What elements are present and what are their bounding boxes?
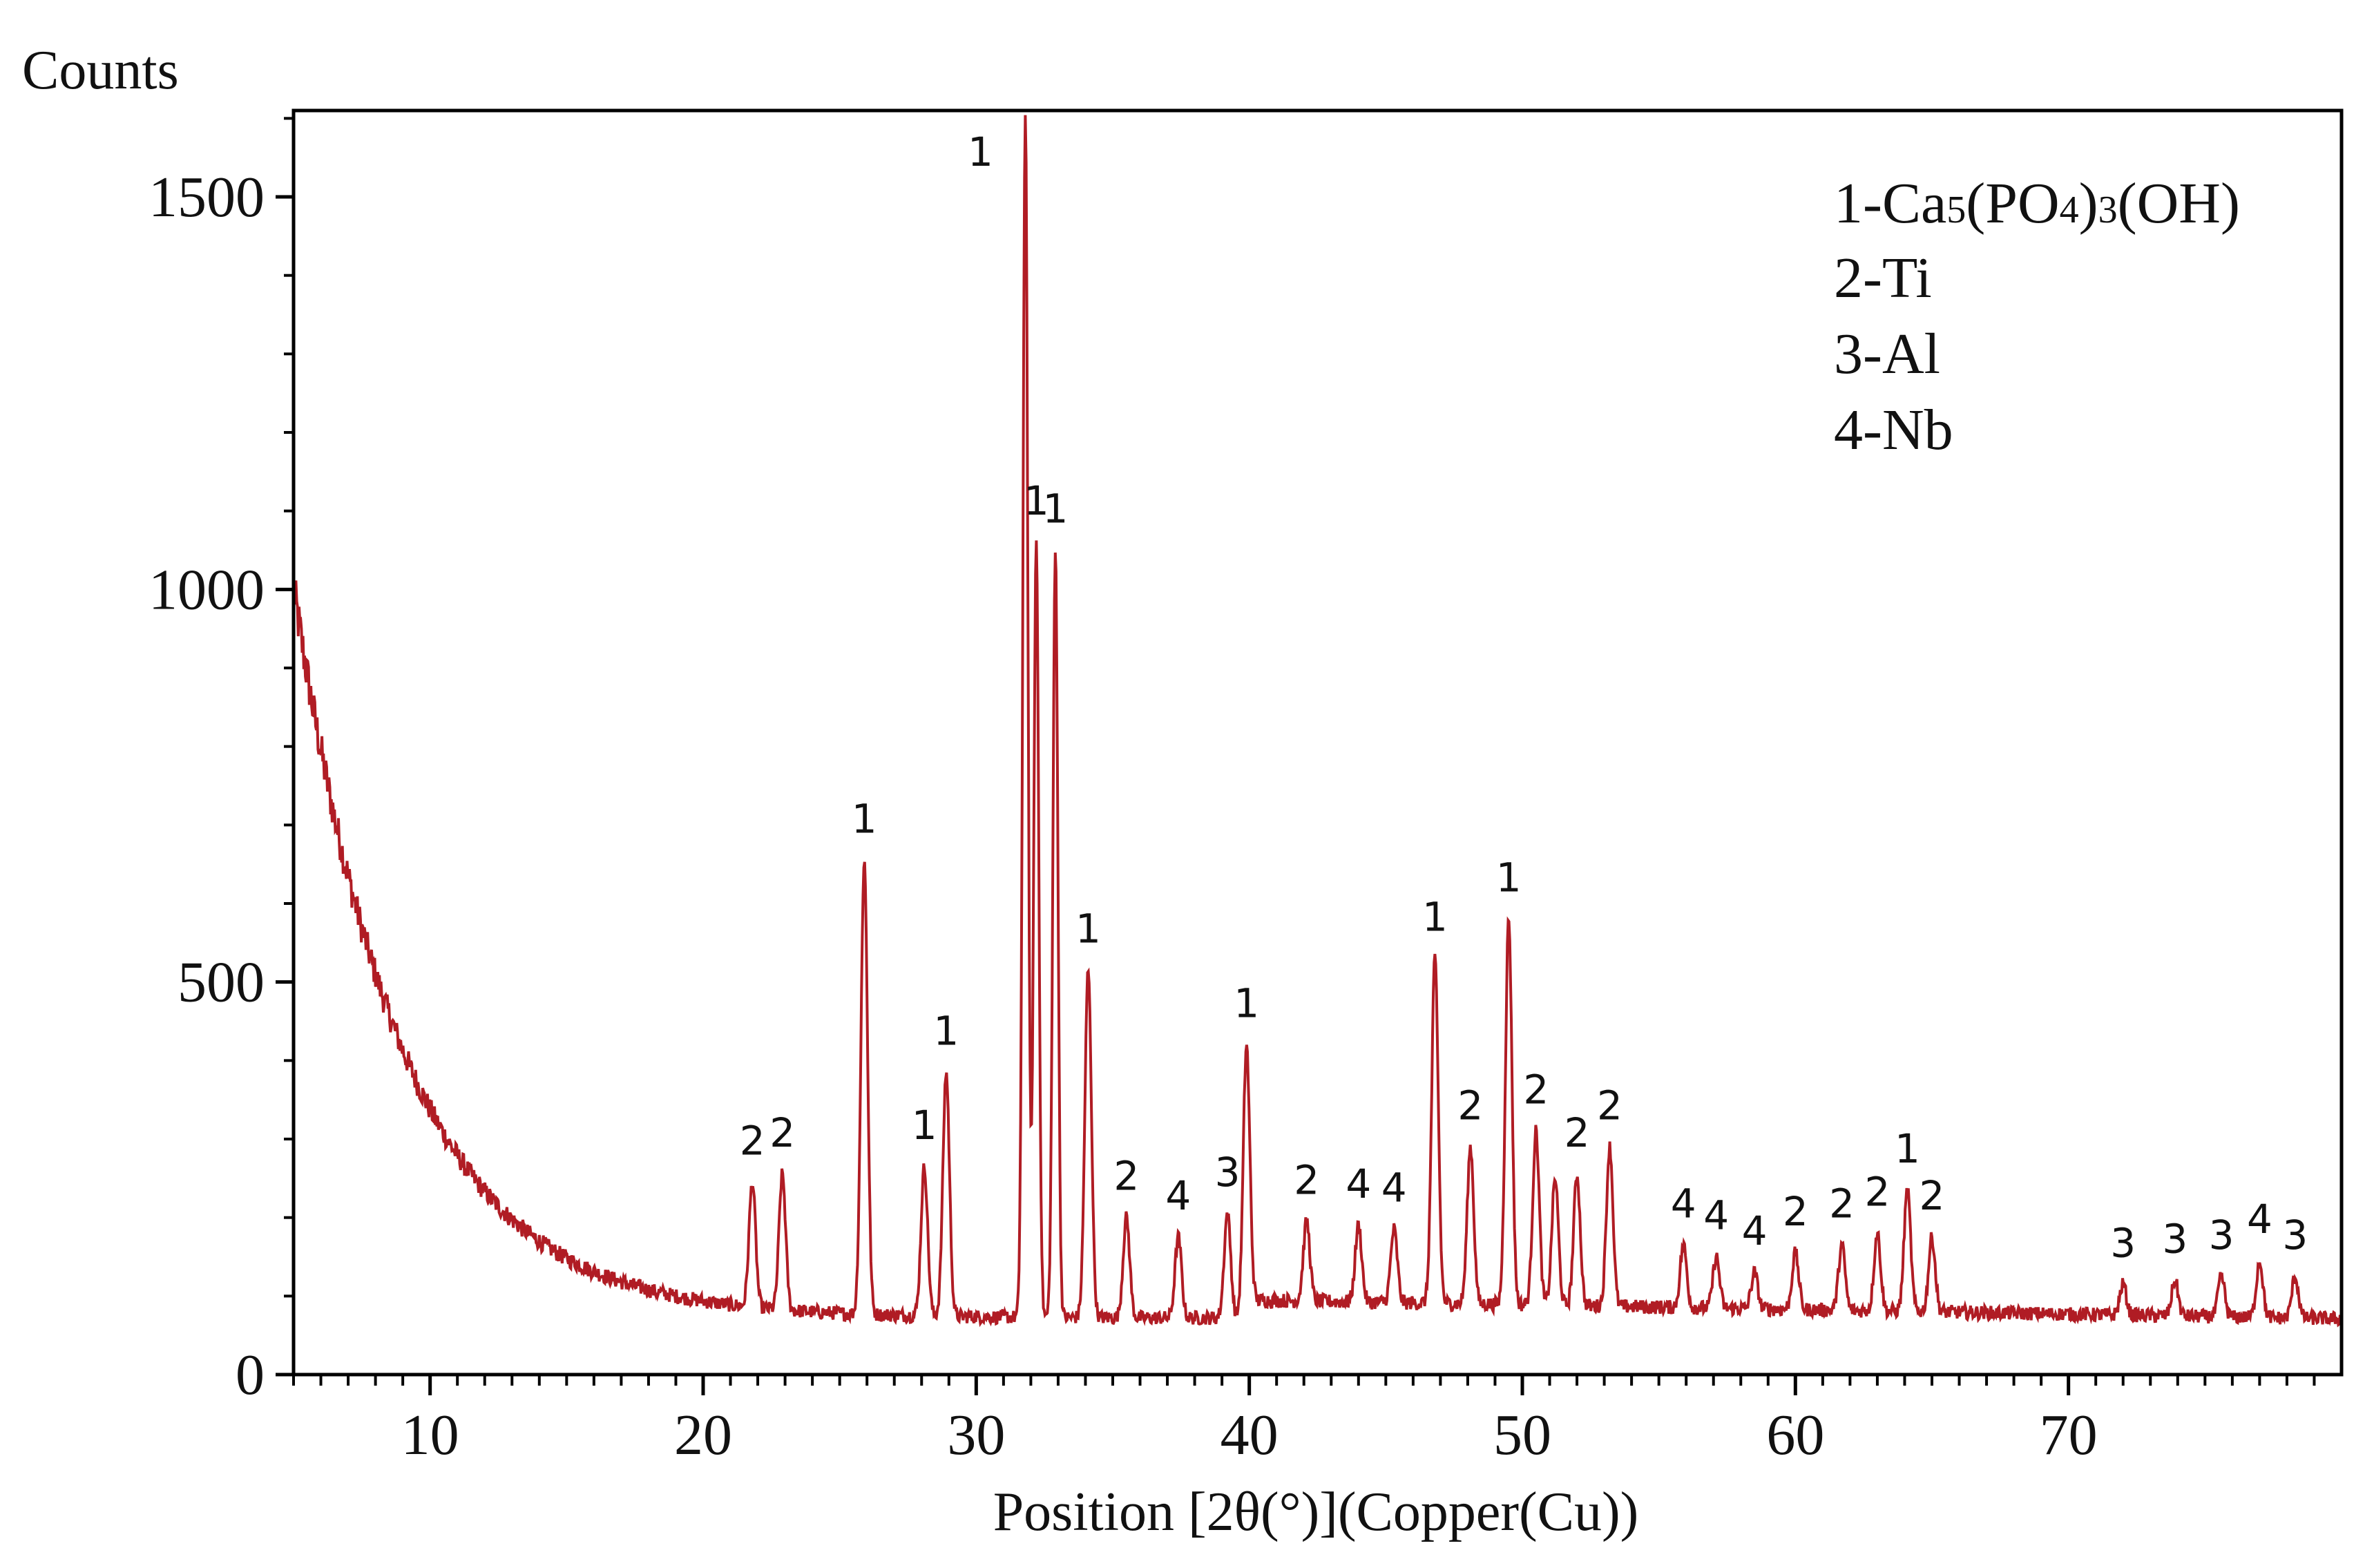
peak-label-3: 3 [2110,1219,2136,1266]
legend-entry-2: 2-Ti [1834,246,1932,310]
peak-label-2: 2 [1783,1188,1808,1235]
peak-label-1: 1 [1043,486,1069,533]
peak-label-4: 4 [2247,1196,2272,1243]
legend-entry-3: 3-Al [1834,322,1940,386]
peak-label-3: 3 [1215,1149,1241,1196]
peak-label-2: 2 [740,1118,765,1165]
peak-label-1: 1 [1895,1125,1920,1172]
y-tick-label: 1500 [149,165,265,229]
legend-entry-1: 1-Ca5(PO4)3(OH) [1834,171,2240,236]
legend-entry-4: 4-Nb [1834,398,1953,462]
peak-label-1: 1 [1496,854,1522,901]
peak-label-3: 3 [2162,1216,2188,1263]
x-tick-label: 30 [947,1403,1005,1467]
peak-label-3: 3 [2282,1212,2308,1259]
y-tick-label: 1000 [149,557,265,622]
peak-label-2: 2 [1523,1067,1549,1113]
peak-label-1: 1 [933,1007,959,1054]
legend: 1-Ca5(PO4)3(OH) 2-Ti 3-Al 4-Nb [1834,171,2240,462]
peak-label-1: 1 [1422,894,1448,941]
x-tick-label: 10 [401,1403,459,1467]
peak-label-4: 4 [1703,1192,1729,1239]
peak-label-1: 1 [1075,906,1101,953]
peak-label-2: 2 [1457,1082,1483,1129]
x-tick-label: 70 [2040,1403,2098,1467]
peak-label-1: 1 [1024,477,1049,524]
y-axis-title: Counts [22,40,179,101]
peak-label-1: 1 [852,795,877,842]
peak-label-4: 4 [1165,1172,1191,1219]
peak-label-2: 2 [1113,1153,1139,1200]
plot-frame [291,108,2344,1377]
peak-label-2: 2 [1597,1082,1622,1129]
peak-label-2: 2 [1864,1168,1890,1215]
ticks-group: 10 20 30 40 50 60 70 0 500 1000 1500 [149,117,2316,1467]
peak-label-3: 3 [2209,1212,2234,1259]
peak-label-4: 4 [1381,1165,1407,1212]
x-tick-label: 50 [1493,1403,1551,1467]
x-tick-label: 60 [1766,1403,1824,1467]
x-axis-title: Position [2θ(°)](Copper(Cu)) [993,1482,1639,1542]
peak-label-4: 4 [1671,1180,1696,1227]
peak-label-2: 2 [1564,1109,1590,1156]
y-tick-label: 500 [178,950,265,1015]
peak-label-2: 2 [1294,1156,1319,1203]
x-tick-label: 40 [1220,1403,1279,1467]
peak-label-4: 4 [1346,1160,1371,1207]
peak-label-1: 1 [968,128,993,175]
series-group [292,115,2343,1328]
series-line-xrd-pattern [292,115,2343,1328]
peak-label-2: 2 [769,1109,795,1156]
y-tick-label: 0 [236,1343,265,1407]
peak-label-1: 1 [912,1102,937,1149]
x-tick-label: 20 [674,1403,732,1467]
peak-label-2: 2 [1829,1180,1855,1227]
peak-label-4: 4 [1742,1207,1768,1254]
peak-label-1: 1 [1234,980,1259,1027]
peak-label-2: 2 [1920,1172,1945,1219]
